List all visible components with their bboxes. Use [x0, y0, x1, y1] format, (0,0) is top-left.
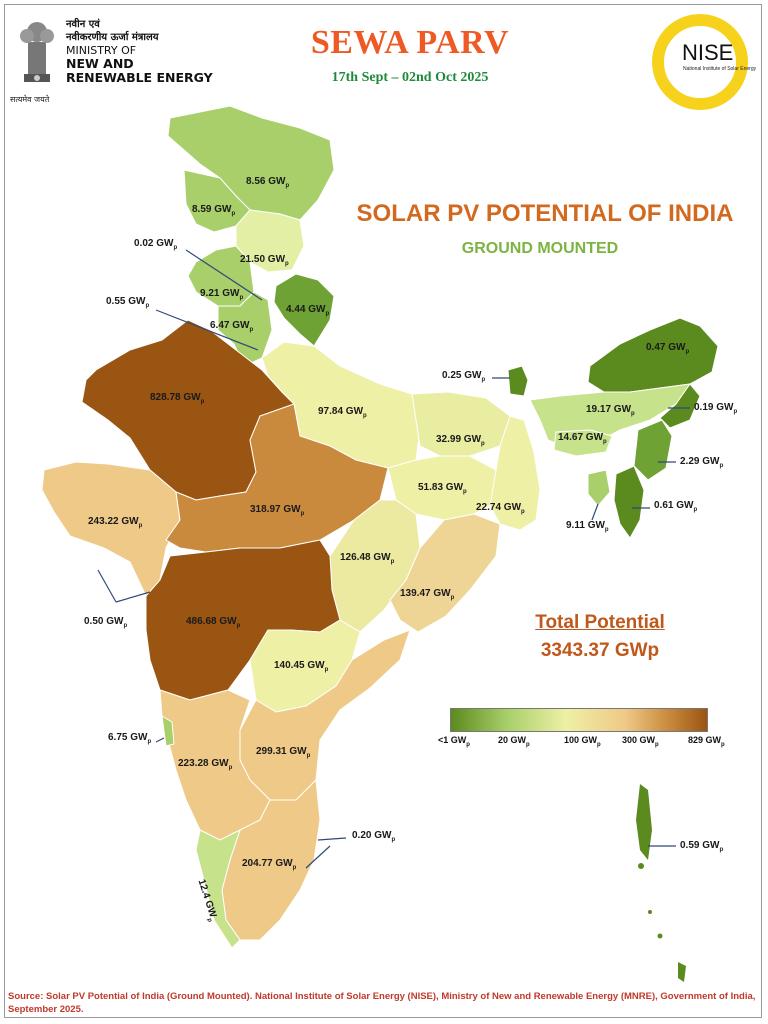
ministry-branding: सत्यमेव जयते नवीन एवं नवीकरणीय ऊर्जा मंत…: [10, 12, 230, 104]
label-manipur: 2.29 GWp: [680, 456, 724, 469]
label-sikkim: 0.25 GWp: [442, 370, 486, 383]
label-odisha: 139.47 GWp: [400, 588, 455, 601]
region-andaman-islands: [636, 784, 652, 860]
nise-logo-icon: [652, 14, 748, 110]
nise-logo-subtitle: National Institute of Solar Energy: [683, 66, 757, 72]
label-uttarakhand: 4.44 GWp: [286, 304, 330, 317]
label-tripura: 9.11 GWp: [566, 520, 609, 533]
source-citation: Source: Solar PV Potential of India (Gro…: [8, 991, 756, 1015]
label-west-bengal: 22.74 GWp: [476, 502, 525, 515]
ministry-line1: MINISTRY OF: [66, 44, 137, 57]
legend-label-20: 20 GWp: [498, 735, 530, 748]
event-title: SEWA PARV: [310, 24, 510, 61]
label-delhi: 0.55 GWp: [106, 296, 150, 309]
region-sikkim: [507, 365, 529, 397]
region-tripura: [587, 469, 611, 507]
label-puducherry: 0.20 GWp: [352, 830, 396, 843]
ministry-line3: RENEWABLE ENERGY: [66, 70, 213, 85]
region-odisha: [389, 513, 501, 633]
label-jharkhand: 51.83 GWp: [418, 482, 467, 495]
region-manipur: [633, 419, 673, 481]
page-frame: [4, 4, 762, 1018]
ministry-line2: NEW AND: [66, 56, 134, 71]
region-mizoram: [613, 465, 645, 539]
label-chhattisgarh: 126.48 GWp: [340, 552, 395, 565]
legend-label-100: 100 GWp: [564, 735, 601, 748]
region-west-bengal: [489, 415, 541, 531]
label-karnataka: 223.28 GWp: [178, 758, 233, 771]
label-andhra-pradesh: 299.31 GWp: [256, 746, 311, 759]
region-nagaland: [659, 383, 701, 429]
label-meghalaya: 14.67 GWp: [558, 432, 607, 445]
label-ladakh: 8.56 GWp: [246, 176, 290, 189]
label-punjab: 9.21 GWp: [200, 288, 244, 301]
region-meghalaya: [553, 429, 613, 457]
label-gujarat: 243.22 GWp: [88, 516, 143, 529]
total-potential-value: 3343.37 GWp: [540, 640, 660, 661]
national-emblem-icon: [20, 22, 54, 82]
label-arunachal: 0.47 GWp: [646, 342, 690, 355]
label-uttar-pradesh: 97.84 GWp: [318, 406, 367, 419]
emblem-motto: सत्यमेव जयते: [10, 95, 50, 104]
label-madhya-pradesh: 318.97 GWp: [250, 504, 305, 517]
label-himachal: 21.50 GWp: [240, 254, 289, 267]
legend-label-min: <1 GWp: [438, 735, 470, 748]
callout-lines: [97, 249, 690, 869]
label-andaman-nicobar: 0.59 GWp: [680, 840, 724, 853]
region-goa: [161, 715, 175, 747]
label-tamil-nadu: 204.77 GWp: [242, 858, 297, 871]
map-subtitle: GROUND MOUNTED: [461, 240, 619, 257]
region-arunachal-pradesh: [587, 317, 719, 393]
label-bihar: 32.99 GWp: [436, 434, 485, 447]
legend-label-300: 300 GWp: [622, 735, 659, 748]
label-jammu-kashmir: 8.59 GWp: [192, 204, 236, 217]
label-chandigarh: 0.02 GWp: [134, 238, 178, 251]
label-nagaland: 0.19 GWp: [694, 402, 738, 415]
legend-color-scale: [450, 708, 708, 732]
label-rajasthan: 828.78 GWp: [150, 392, 205, 405]
label-dnh-dd: 0.50 GWp: [84, 616, 128, 629]
region-uttarakhand: [273, 273, 335, 347]
region-madhya-pradesh: [165, 403, 389, 553]
nise-logo-name: NISE: [682, 40, 734, 65]
label-haryana: 6.47 GWp: [210, 320, 254, 333]
region-kerala: [195, 829, 241, 949]
event-dates: 17th Sept – 02nd Oct 2025: [331, 70, 489, 85]
ministry-hindi-line1: नवीन एवं: [66, 19, 100, 30]
region-gujarat: [41, 461, 181, 597]
ministry-name: नवीन एवं नवीकरणीय ऊर्जा मंत्रालय MINISTR…: [66, 18, 213, 85]
total-potential-label: Total Potential: [535, 612, 665, 633]
label-goa: 6.75 GWp: [108, 732, 152, 745]
label-mizoram: 0.61 GWp: [654, 500, 698, 513]
map-title: SOLAR PV POTENTIAL OF INDIA: [356, 200, 734, 227]
label-telangana: 140.45 GWp: [274, 660, 329, 673]
legend-label-max: 829 GWp: [688, 735, 725, 748]
label-maharashtra: 486.68 GWp: [186, 616, 241, 629]
label-assam: 19.17 GWp: [586, 404, 635, 417]
ministry-hindi-line2: नवीकरणीय ऊर्जा मंत्रालय: [66, 32, 159, 43]
